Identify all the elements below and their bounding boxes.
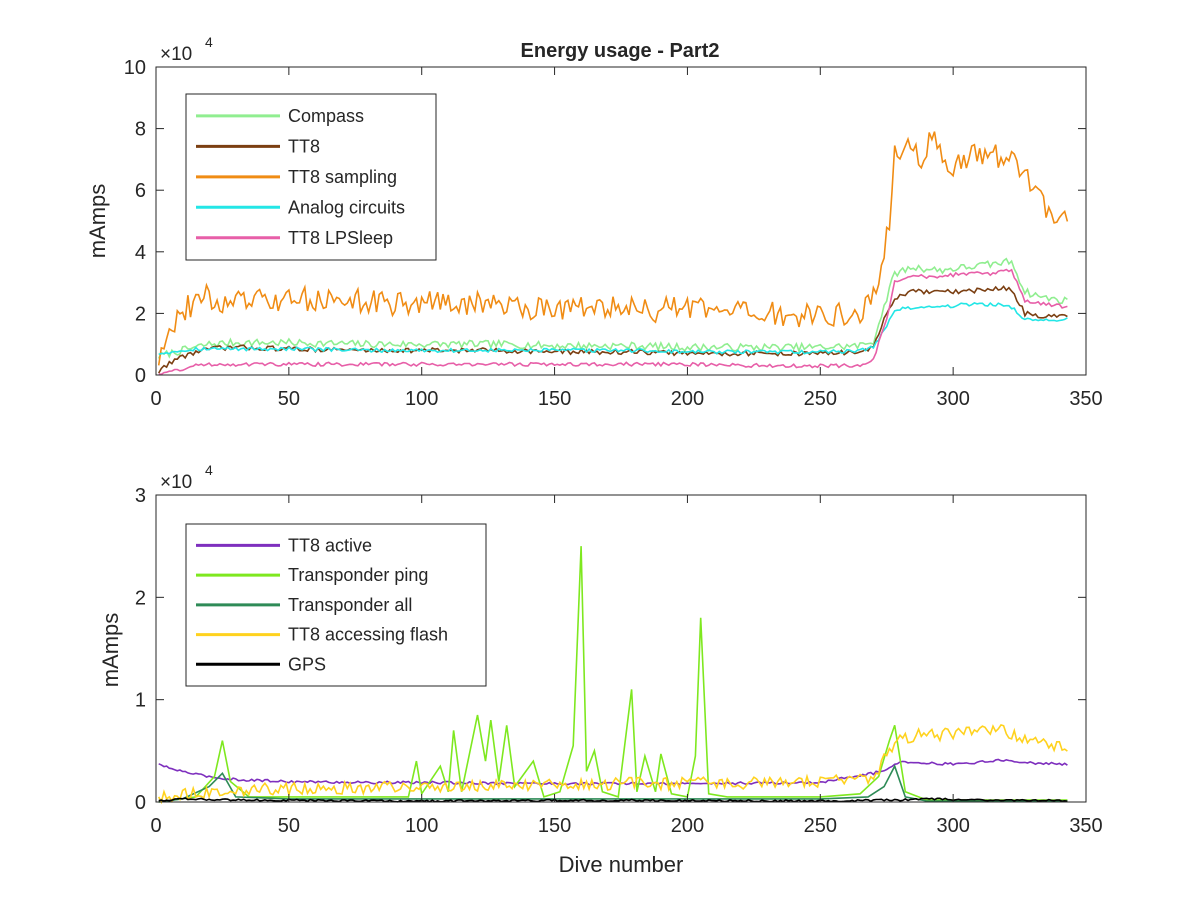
bottom-ytick-label: 3	[135, 485, 146, 507]
bottom-legend-label: Transponder all	[288, 595, 412, 615]
top-series-tt8-sampling	[157, 131, 1069, 366]
bottom-series-transponder-ping	[158, 546, 1068, 803]
top-legend: Compass TT8 TT8 sampling Analog circuits TT8…	[185, 93, 437, 261]
bottom-legend-label: Transponder ping	[288, 565, 428, 585]
top-xtick-label: 250	[804, 388, 837, 410]
bottom-xtick-label: 0	[150, 815, 161, 837]
top-legend-label: TT8 LPSleep	[288, 228, 393, 248]
top-legend-label: TT8 sampling	[288, 167, 397, 187]
bottom-series-tt8-accessing-flash	[157, 723, 1068, 805]
top-plot-title: Energy usage - Part2	[521, 40, 720, 62]
top-series-group	[157, 131, 1069, 376]
top-series-analog-circuits	[158, 301, 1068, 356]
bottom-xtick-label: 250	[804, 815, 837, 837]
top-plot-exponent: ×10 4	[160, 34, 213, 65]
bottom-series-group	[157, 546, 1068, 805]
top-plot-axes-box	[155, 66, 1087, 376]
bottom-xtick-label: 300	[936, 815, 969, 837]
top-xtick-label: 350	[1069, 388, 1102, 410]
bottom-legend-label: GPS	[288, 654, 326, 674]
bottom-plot-axes-box	[155, 494, 1087, 803]
bottom-xtick-label: 150	[538, 815, 571, 837]
bottom-plot-ylabel: mAmps	[98, 613, 123, 688]
top-series-tt8-lpsleep	[158, 268, 1068, 376]
top-exponent-power: 4	[205, 34, 213, 50]
top-xtick-label: 150	[538, 388, 571, 410]
bottom-ytick-label: 2	[135, 587, 146, 609]
bottom-xtick-label: 100	[405, 815, 438, 837]
bottom-plot-xlabel: Dive number	[559, 852, 684, 877]
top-plot-ylabel: mAmps	[85, 184, 110, 259]
bottom-legend-label: TT8 active	[288, 535, 372, 555]
top-ytick-label: 0	[135, 365, 146, 387]
bottom-exponent-power: 4	[205, 462, 213, 478]
top-ytick-label: 6	[135, 180, 146, 202]
bottom-series-transponder-all	[158, 764, 1068, 803]
top-exponent-base: ×10	[160, 44, 192, 65]
top-xtick-label: 50	[278, 388, 300, 410]
top-ytick-label: 4	[135, 242, 146, 264]
top-legend-label: Analog circuits	[288, 197, 405, 217]
bottom-ytick-label: 1	[135, 690, 146, 712]
bottom-legend: TT8 active Transponder ping Transponder al…	[185, 523, 487, 687]
bottom-ytick-label: 0	[135, 792, 146, 814]
bottom-series-gps	[158, 797, 1068, 803]
bottom-plot-exponent: ×10 4	[160, 462, 213, 493]
top-xtick-label: 200	[671, 388, 704, 410]
bottom-xtick-label: 350	[1069, 815, 1102, 837]
bottom-legend-label: TT8 accessing flash	[288, 625, 448, 645]
top-ytick-label: 10	[124, 57, 146, 79]
top-ytick-label: 2	[135, 303, 146, 325]
bottom-xtick-label: 200	[671, 815, 704, 837]
bottom-exponent-base: ×10	[160, 472, 192, 493]
top-xtick-label: 300	[936, 388, 969, 410]
top-series-compass	[157, 257, 1068, 359]
top-legend-label: Compass	[288, 106, 364, 126]
top-xtick-label: 0	[150, 388, 161, 410]
bottom-xtick-label: 50	[278, 815, 300, 837]
top-plot: Energy usage - Part2 ×10 4 mAmps 0 50 100 1…	[85, 34, 1103, 410]
bottom-plot: ×10 4 mAmps Dive number 0 50 100 150 200 250 3…	[98, 462, 1103, 877]
top-legend-label: TT8	[288, 136, 320, 156]
top-ytick-label: 8	[135, 119, 146, 141]
bottom-legend-box	[185, 523, 487, 687]
top-xtick-label: 100	[405, 388, 438, 410]
